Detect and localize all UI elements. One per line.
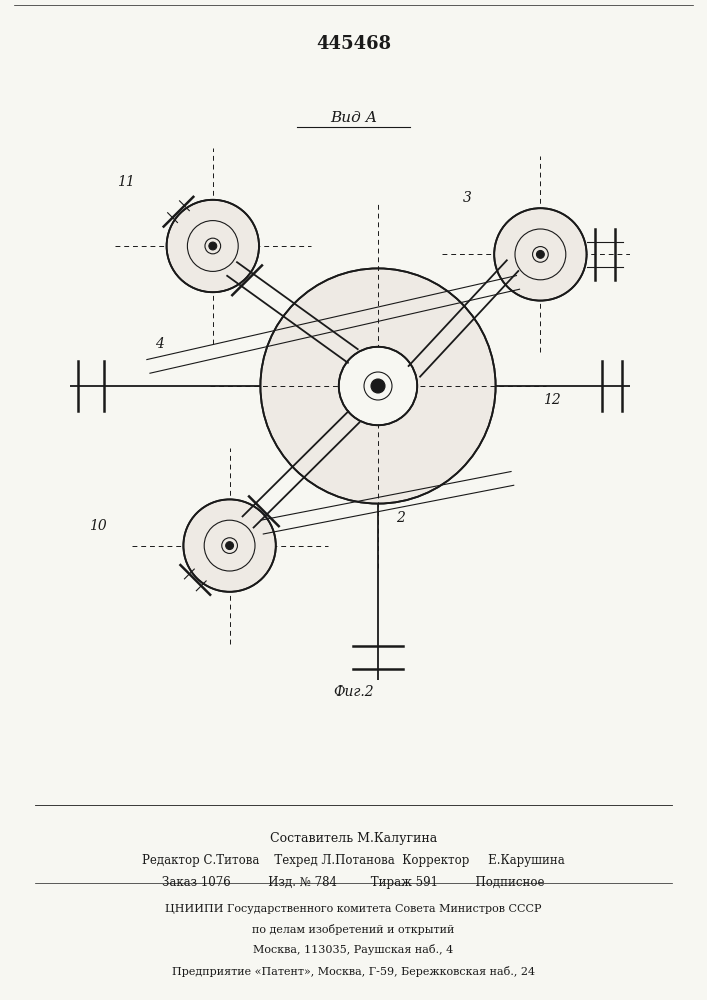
Text: Заказ 1076          Изд. № 784         Тираж 591          Подписное: Заказ 1076 Изд. № 784 Тираж 591 Подписно… <box>162 876 545 889</box>
Text: Фиг.2: Фиг.2 <box>333 685 374 699</box>
Text: 4: 4 <box>155 337 164 351</box>
Circle shape <box>494 208 587 301</box>
Circle shape <box>260 268 496 504</box>
Text: Предприятие «Патент», Москва, Г-59, Бережковская наб., 24: Предприятие «Патент», Москва, Г-59, Бере… <box>172 966 535 977</box>
Text: Вид А: Вид А <box>330 111 377 125</box>
Text: 445468: 445468 <box>316 35 391 53</box>
Text: 10: 10 <box>89 519 107 533</box>
Text: 2: 2 <box>396 511 405 525</box>
Text: Москва, 113035, Раушская наб., 4: Москва, 113035, Раушская наб., 4 <box>253 944 454 955</box>
Circle shape <box>226 542 233 550</box>
Circle shape <box>371 379 385 393</box>
Text: по делам изобретений и открытий: по делам изобретений и открытий <box>252 924 455 935</box>
Circle shape <box>167 200 259 292</box>
Text: 11: 11 <box>117 175 135 189</box>
Text: 12: 12 <box>543 393 561 407</box>
Circle shape <box>209 242 217 250</box>
Text: 3: 3 <box>463 191 472 205</box>
Text: Составитель М.Калугина: Составитель М.Калугина <box>270 832 437 845</box>
Circle shape <box>183 499 276 592</box>
Circle shape <box>339 347 417 425</box>
Text: Редактор С.Титова    Техред Л.Потанова  Корректор     Е.Карушина: Редактор С.Титова Техред Л.Потанова Корр… <box>142 854 565 867</box>
Text: ЦНИИПИ Государственного комитета Совета Министров СССР: ЦНИИПИ Государственного комитета Совета … <box>165 904 542 914</box>
Circle shape <box>537 250 544 258</box>
